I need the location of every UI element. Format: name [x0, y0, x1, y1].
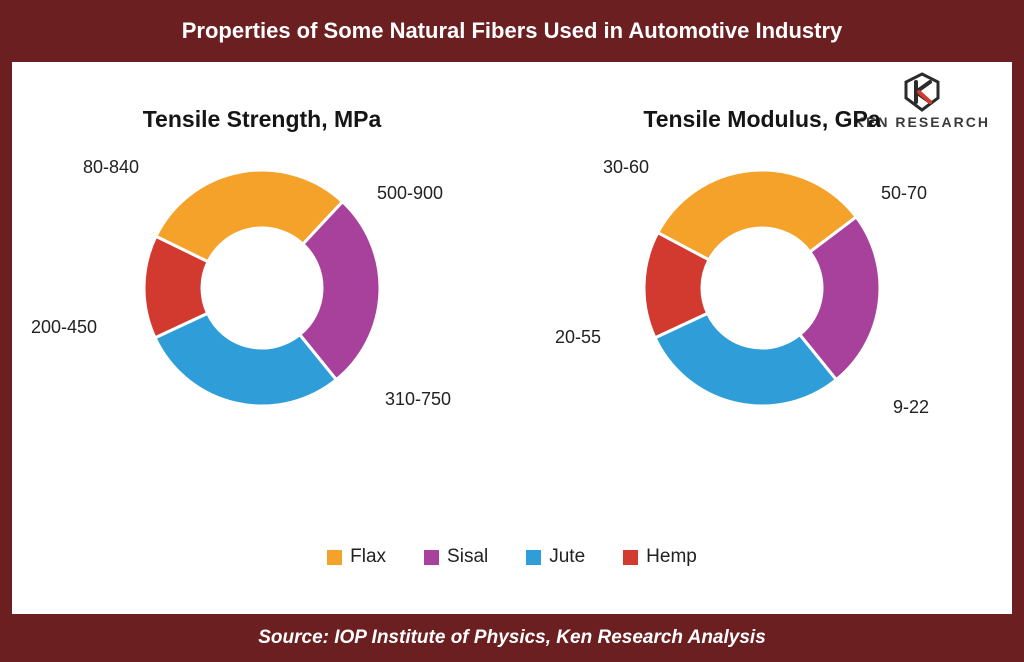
segment-label-jute: 200-450 [31, 317, 97, 338]
chart-left: Tensile Strength, MPa 80-840500-900310-7… [12, 62, 512, 552]
donut-svg [117, 143, 407, 433]
segment-label-flax: 50-70 [881, 183, 927, 204]
outer-frame: Properties of Some Natural Fibers Used i… [0, 0, 1024, 662]
donut-svg [617, 143, 907, 433]
donut-left: 80-840500-900310-750200-450 [117, 143, 407, 433]
donut-right: 30-6050-709-2220-55 [617, 143, 907, 433]
chart-panel: KEN RESEARCH Tensile Strength, MPa 80-84… [12, 62, 1012, 614]
segment-label-flax: 500-900 [377, 183, 443, 204]
charts-row: Tensile Strength, MPa 80-840500-900310-7… [12, 62, 1012, 552]
segment-label-sisal: 9-22 [893, 397, 929, 418]
chart-left-title: Tensile Strength, MPa [143, 106, 382, 133]
segment-label-hemp: 80-840 [83, 157, 139, 178]
segment-label-jute: 20-55 [555, 327, 601, 348]
chart-right-title: Tensile Modulus, GPa [643, 106, 880, 133]
segment-label-hemp: 30-60 [603, 157, 649, 178]
segment-label-sisal: 310-750 [385, 389, 451, 410]
source-attribution: Source: IOP Institute of Physics, Ken Re… [0, 614, 1024, 662]
chart-right: Tensile Modulus, GPa 30-6050-709-2220-55 [512, 62, 1012, 552]
page-title: Properties of Some Natural Fibers Used i… [0, 0, 1024, 62]
